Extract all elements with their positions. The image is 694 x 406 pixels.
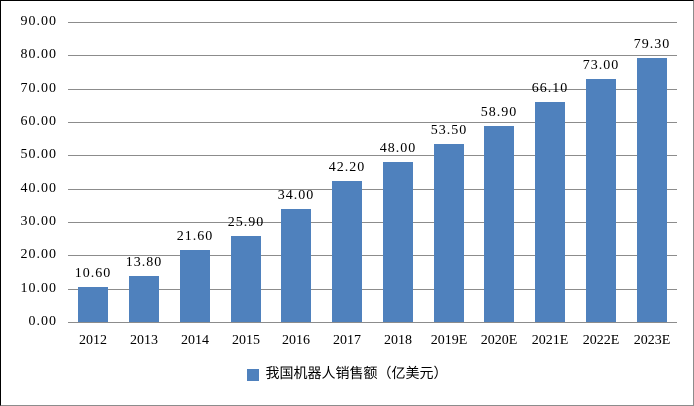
x-tick-label: 2021E bbox=[531, 333, 569, 348]
legend: 我国机器人销售额（亿美元） bbox=[1, 367, 693, 383]
bar-value-label: 53.50 bbox=[430, 123, 468, 138]
x-tick-label: 2023E bbox=[633, 333, 671, 348]
bar-value-label: 13.80 bbox=[125, 255, 163, 270]
gridline bbox=[68, 189, 677, 190]
legend-label: 我国机器人销售额（亿美元） bbox=[265, 367, 448, 382]
x-tick-label: 2012 bbox=[79, 333, 107, 348]
bar-2019E bbox=[434, 144, 464, 322]
x-tick-label: 2018 bbox=[384, 333, 412, 348]
y-tick-label: 0.00 bbox=[28, 314, 57, 329]
x-tick-label: 2015 bbox=[232, 333, 260, 348]
bar-2021E bbox=[535, 102, 565, 322]
gridline bbox=[68, 289, 677, 290]
bar-value-label: 34.00 bbox=[277, 188, 315, 203]
y-tick-label: 20.00 bbox=[20, 247, 57, 262]
x-tick-label: 2019E bbox=[430, 333, 468, 348]
gridline bbox=[68, 55, 677, 56]
bar-2022E bbox=[586, 79, 616, 322]
y-tick-label: 30.00 bbox=[20, 214, 57, 229]
bar-value-label: 73.00 bbox=[582, 58, 620, 73]
x-tick-label: 2014 bbox=[181, 333, 209, 348]
gridline bbox=[68, 155, 677, 156]
bar-value-label: 58.90 bbox=[480, 105, 518, 120]
bar-value-label: 25.90 bbox=[227, 215, 265, 230]
x-axis-line bbox=[68, 322, 677, 323]
bar-2014 bbox=[180, 250, 210, 322]
bar-value-label: 79.30 bbox=[633, 37, 671, 52]
bar-value-label: 48.00 bbox=[379, 141, 417, 156]
y-tick-label: 50.00 bbox=[20, 147, 57, 162]
gridline bbox=[68, 255, 677, 256]
bar-2015 bbox=[231, 236, 261, 322]
y-tick-label: 10.00 bbox=[20, 281, 57, 296]
y-tick-label: 60.00 bbox=[20, 114, 57, 129]
bar-2016 bbox=[281, 209, 311, 322]
x-tick-label: 2020E bbox=[480, 333, 518, 348]
y-tick-label: 80.00 bbox=[20, 47, 57, 62]
x-tick-label: 2013 bbox=[130, 333, 158, 348]
x-tick-label: 2017 bbox=[333, 333, 361, 348]
x-tick-label: 2022E bbox=[582, 333, 620, 348]
gridline bbox=[68, 89, 677, 90]
bar-2012 bbox=[78, 287, 108, 322]
bar-2023E bbox=[637, 58, 667, 322]
bar-2013 bbox=[129, 276, 159, 322]
bar-2017 bbox=[332, 181, 362, 322]
bar-value-label: 10.60 bbox=[74, 266, 112, 281]
y-tick-label: 70.00 bbox=[20, 81, 57, 96]
gridline bbox=[68, 122, 677, 123]
y-tick-label: 90.00 bbox=[20, 14, 57, 29]
x-tick-label: 2016 bbox=[282, 333, 310, 348]
gridline bbox=[68, 222, 677, 223]
bar-value-label: 66.10 bbox=[531, 81, 569, 96]
bar-2018 bbox=[383, 162, 413, 322]
bar-2020E bbox=[484, 126, 514, 322]
legend-swatch-icon bbox=[246, 369, 259, 381]
gridline bbox=[68, 22, 677, 23]
y-tick-label: 40.00 bbox=[20, 181, 57, 196]
bar-value-label: 42.20 bbox=[328, 160, 366, 175]
bar-value-label: 21.60 bbox=[176, 229, 214, 244]
